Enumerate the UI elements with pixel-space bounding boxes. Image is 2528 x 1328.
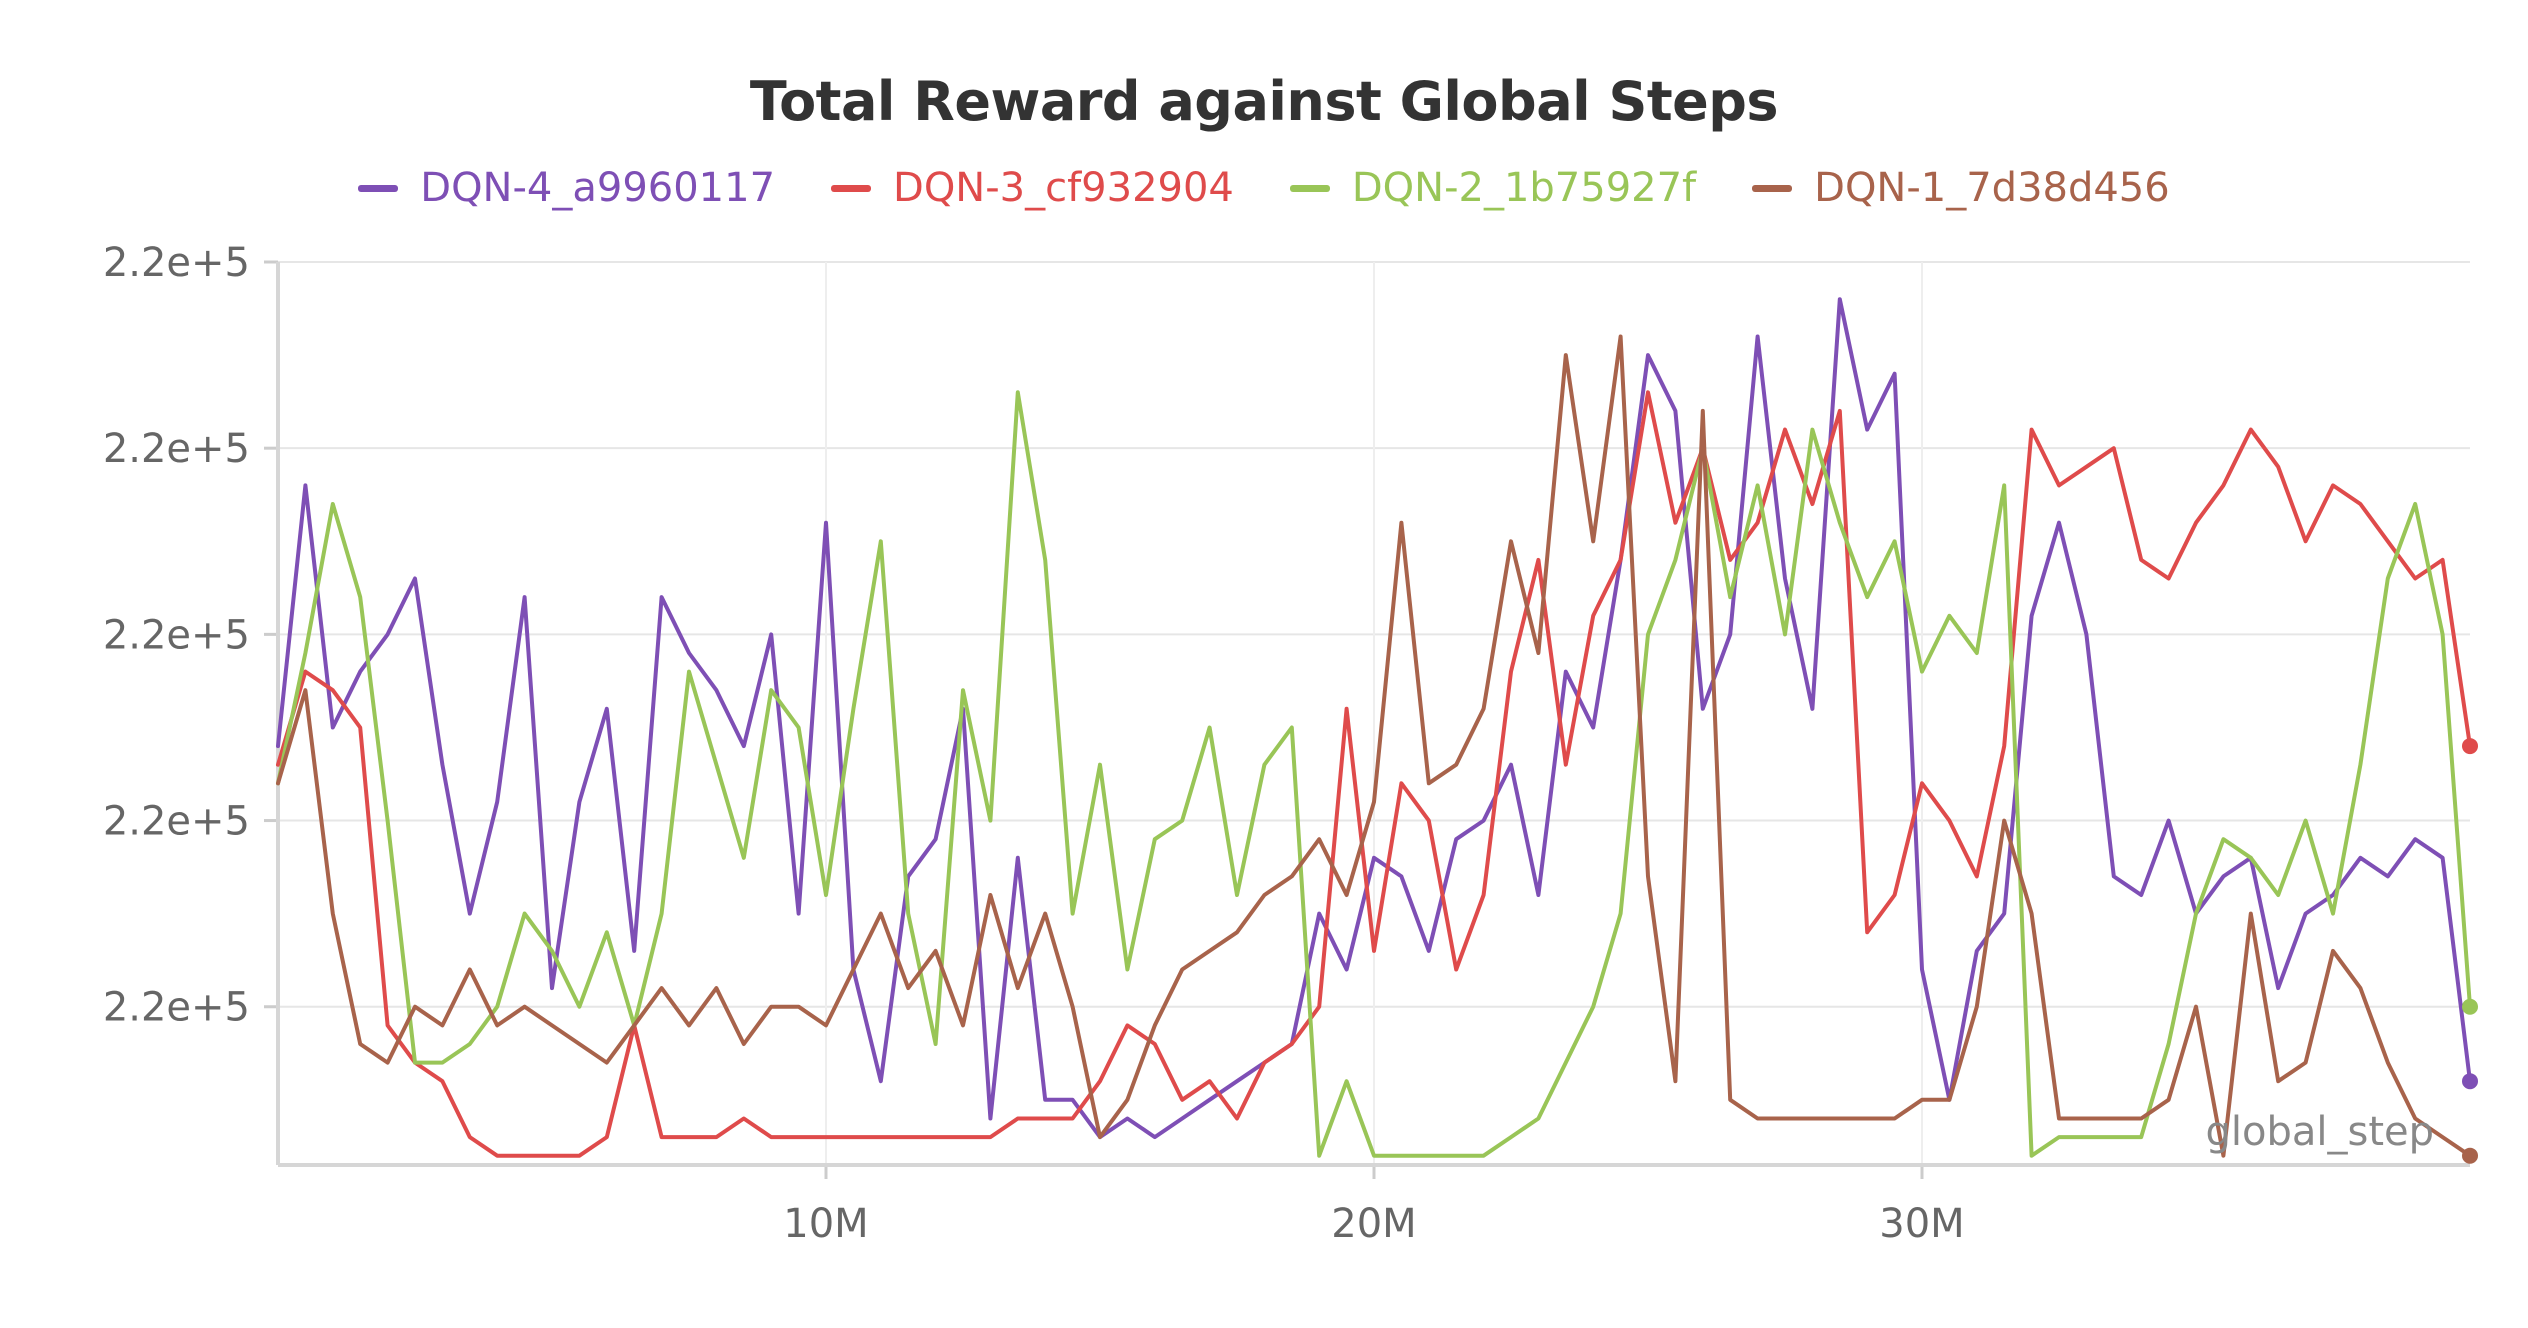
legend-item[interactable]: DQN-1_7d38d456 (1752, 165, 2170, 211)
legend-item[interactable]: DQN-3_cf932904 (831, 165, 1234, 211)
legend-swatch (358, 184, 399, 192)
series-line-3 (276, 334, 2472, 1158)
y-tick-label: 2.2e+5 (103, 240, 250, 286)
y-tick-label: 2.2e+5 (103, 799, 250, 845)
series-end-point-3 (2462, 1147, 2478, 1164)
x-tick-label: 20M (1331, 1201, 1416, 1247)
legend-item[interactable]: DQN-4_a9960117 (358, 165, 775, 211)
legend-label: DQN-3_cf932904 (893, 165, 1234, 211)
legend-swatch (1289, 184, 1330, 192)
legend-label: DQN-1_7d38d456 (1814, 165, 2170, 211)
legend-label: DQN-2_1b75927f (1351, 165, 1697, 211)
series-end-point-0 (2462, 1073, 2478, 1090)
series-line-1 (276, 390, 2472, 1158)
axes (264, 260, 2470, 1179)
series-end-point-2 (2462, 998, 2478, 1015)
axis-labels: 2.2e+5 2.2e+5 2.2e+5 2.2e+5 2.2e+5 10M 20M 30M g… (103, 240, 2434, 1247)
series-line-0 (276, 297, 2472, 1140)
y-tick-label: 2.2e+5 (103, 426, 250, 472)
series-lines (276, 297, 2478, 1164)
legend-swatch (1752, 184, 1793, 192)
chart-title: Total Reward against Global Steps (749, 70, 1779, 133)
legend-label: DQN-4_a9960117 (420, 165, 776, 211)
x-axis-label: global_step (2205, 1109, 2434, 1155)
legend: DQN-4_a9960117 DQN-3_cf932904 DQN-2_1b7592… (0, 165, 2528, 211)
series-end-point-1 (2462, 738, 2478, 755)
legend-swatch (831, 184, 872, 192)
series-line-2 (276, 390, 2472, 1158)
legend-item[interactable]: DQN-2_1b75927f (1289, 165, 1697, 211)
x-tick-label: 10M (783, 1201, 868, 1247)
x-tick-label: 30M (1879, 1201, 1964, 1247)
y-tick-label: 2.2e+5 (103, 985, 250, 1031)
y-tick-label: 2.2e+5 (103, 612, 250, 658)
